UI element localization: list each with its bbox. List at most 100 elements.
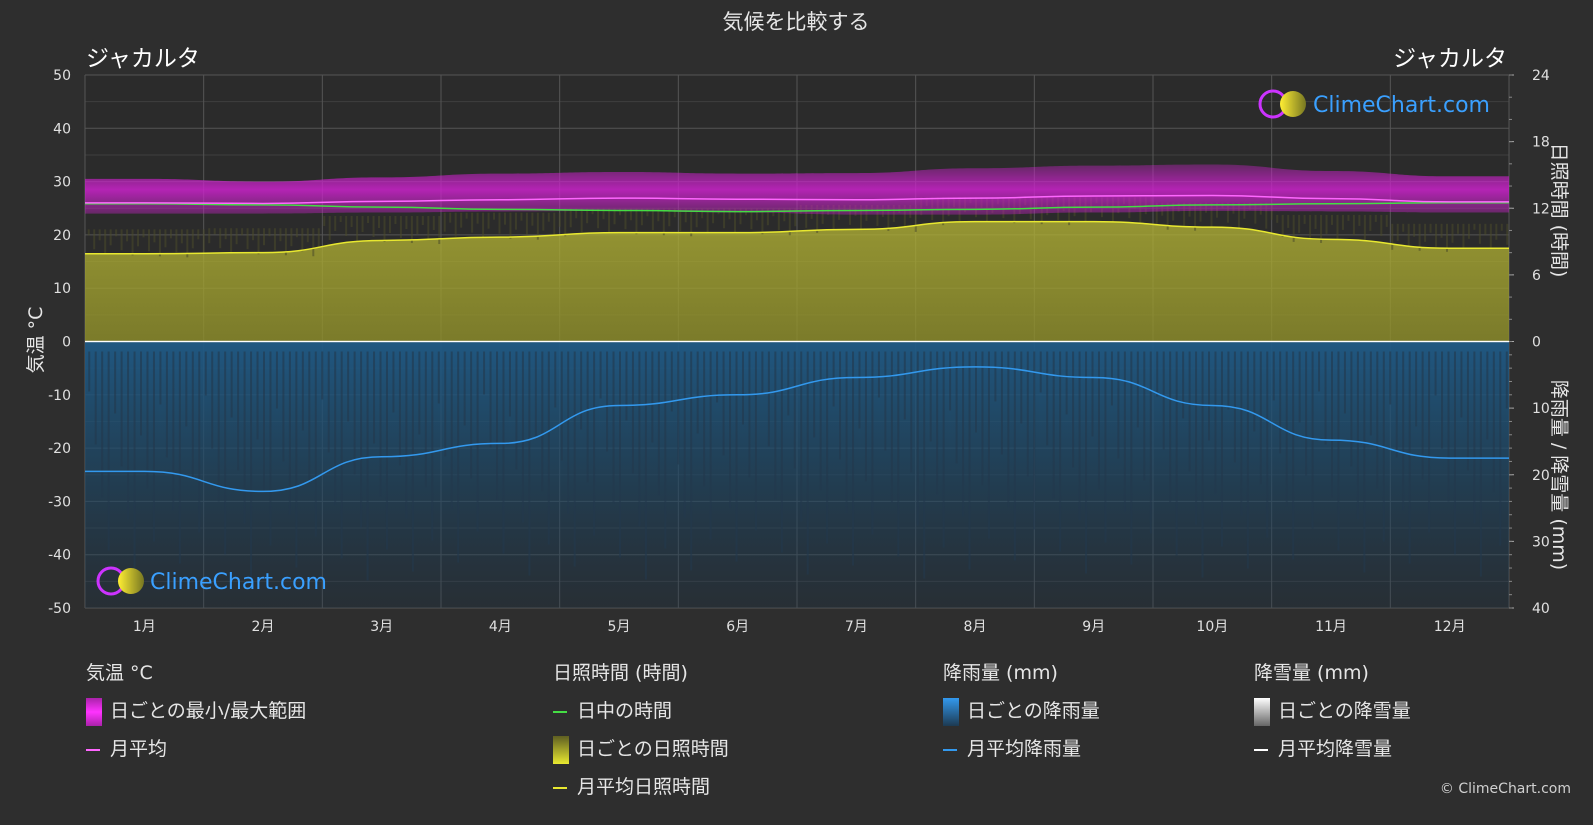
rain-texture — [1324, 351, 1327, 445]
rain-texture — [1026, 351, 1029, 477]
y-left-tick: -20 — [48, 441, 71, 457]
sunshine-texture — [1336, 214, 1339, 239]
rain-texture — [560, 351, 563, 461]
rain-texture — [314, 351, 317, 537]
rain-texture — [1117, 351, 1120, 459]
rain-texture — [845, 351, 848, 513]
rain-texture — [204, 351, 207, 396]
sunshine-avg-swatch — [553, 787, 567, 789]
sunshine-texture — [169, 229, 172, 239]
sunshine-texture — [131, 229, 134, 256]
sunshine-texture — [531, 212, 534, 226]
x-tick-label: 7月 — [845, 619, 868, 635]
rain-texture — [360, 351, 363, 528]
sunshine-texture — [575, 208, 578, 219]
temp-range-band — [85, 164, 1509, 215]
sunshine-texture — [1462, 223, 1465, 248]
rain-texture — [1143, 351, 1146, 481]
temp-range-swatch — [86, 698, 102, 726]
y-left-tick: 0 — [62, 335, 71, 351]
rain-texture — [955, 351, 958, 464]
rain-texture — [308, 351, 311, 484]
sunshine-texture — [328, 216, 331, 241]
sunshine-texture — [498, 212, 501, 234]
sunshine-texture — [1352, 214, 1355, 235]
rain-texture — [1318, 351, 1321, 392]
rain-texture — [916, 351, 919, 526]
rain-texture — [826, 351, 829, 544]
rain-texture — [619, 351, 621, 558]
rain-texture — [962, 351, 965, 517]
rain-texture — [651, 351, 654, 443]
rain-texture — [839, 351, 842, 460]
x-tick-label: 3月 — [370, 619, 393, 635]
sunshine-texture — [1451, 223, 1454, 243]
brand-text-bottom: ClimeChart.com — [150, 570, 327, 595]
rain-texture — [1072, 351, 1075, 468]
legend-label: 日ごとの降雪量 — [1278, 700, 1411, 722]
rain-texture — [968, 351, 971, 570]
legend-item-daily-sunshine: 日ごとの日照時間 — [553, 736, 729, 774]
sunshine-texture — [317, 228, 320, 248]
rain-texture — [282, 351, 285, 462]
rain-texture — [152, 351, 155, 542]
sunshine-texture — [1331, 214, 1333, 225]
sunshine-texture — [394, 216, 397, 225]
rain-texture — [398, 351, 401, 466]
rain-texture — [1201, 351, 1204, 578]
legend-label: 月平均降雨量 — [967, 738, 1082, 760]
sunshine-texture — [1292, 214, 1295, 242]
sunshine-texture — [432, 216, 435, 231]
rain-texture — [418, 351, 421, 435]
rain-texture — [1013, 351, 1016, 561]
sunshine-texture — [876, 204, 879, 226]
rain-texture — [353, 351, 356, 475]
plot-area — [84, 164, 1510, 608]
sunshine-texture — [323, 216, 326, 227]
y-right-bottom-tick: 10 — [1532, 401, 1550, 417]
rain-texture — [741, 351, 744, 425]
y-left-tick: 40 — [53, 121, 71, 137]
daily-sunshine-swatch — [553, 736, 569, 764]
legend-label: 月平均 — [110, 738, 168, 760]
sunshine-texture — [1363, 214, 1366, 240]
legend-label: 日ごとの最小/最大範囲 — [110, 700, 307, 722]
rain-texture — [554, 351, 557, 408]
rain-texture — [547, 351, 550, 545]
legend-item-daily-rain: 日ごとの降雨量 — [943, 698, 1100, 736]
rain-texture — [787, 351, 790, 416]
sunshine-texture — [268, 228, 271, 237]
sunshine-texture — [1358, 214, 1361, 226]
rain-texture — [670, 351, 673, 412]
sunshine-texture — [1506, 223, 1509, 245]
y-left-tick: 30 — [53, 175, 71, 191]
rain-texture — [573, 351, 576, 567]
rain-texture — [502, 351, 505, 554]
legend-item-sunshine-avg: 月平均日照時間 — [553, 774, 729, 812]
sunshine-texture — [503, 212, 506, 225]
sunshine-texture — [859, 204, 862, 230]
rain-texture — [813, 351, 816, 438]
rain-texture — [877, 351, 880, 398]
rain-texture — [1343, 351, 1346, 414]
sunshine-texture — [279, 228, 282, 242]
rain-texture — [1479, 351, 1482, 577]
rain-texture — [1104, 351, 1107, 543]
y-left-tick: -40 — [48, 548, 71, 564]
rain-texture — [1298, 351, 1301, 423]
rain-texture — [301, 351, 304, 431]
sunshine-texture — [410, 216, 413, 244]
rain-texture — [748, 351, 751, 478]
rain-texture — [631, 351, 634, 474]
legend-label: 日ごとの日照時間 — [577, 738, 729, 760]
sunshine-texture — [1500, 223, 1503, 231]
sunshine-texture — [580, 208, 583, 233]
sunshine-avg-line — [85, 220, 1510, 255]
rain-texture — [819, 351, 822, 491]
sunshine-texture — [164, 229, 167, 248]
rain-texture — [852, 351, 855, 566]
rain-texture — [1363, 351, 1366, 573]
daily-rain-swatch — [943, 698, 959, 726]
sunshine-texture — [1435, 223, 1438, 247]
rain-texture — [405, 351, 408, 519]
